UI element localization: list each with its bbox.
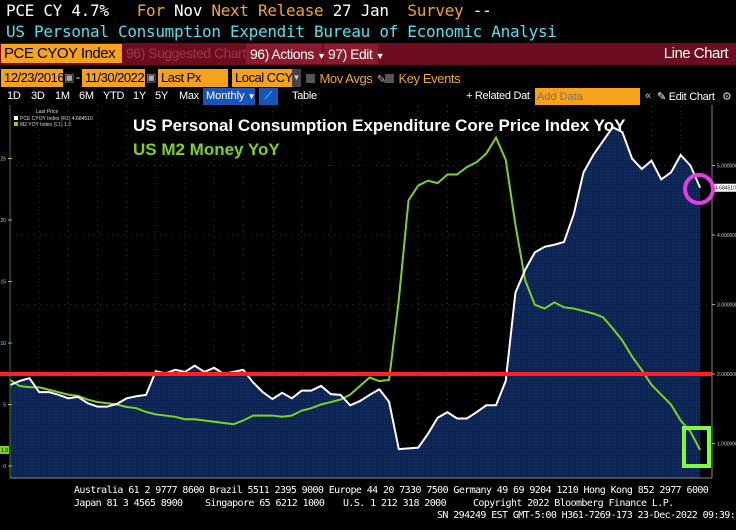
- collapse-icon[interactable]: «: [645, 90, 651, 102]
- chevron-down-icon: ▼: [317, 51, 326, 61]
- range-5y[interactable]: 5Y: [155, 90, 168, 102]
- legend-item-pce: PCE CYOY Index (R1) 4.684510: [20, 116, 93, 122]
- range-1y[interactable]: 1Y: [133, 90, 146, 102]
- chart: MarJunSepDecMarJunSepDecMarJunSepDecMarJ…: [0, 105, 736, 479]
- table-button[interactable]: Table: [292, 90, 317, 102]
- footer-copyright: Copyright 2022 Bloomberg Finance L.P.: [473, 498, 674, 509]
- left-tick-label: 15: [0, 280, 6, 286]
- legend-swatch-pce: [14, 116, 18, 120]
- currency-select[interactable]: Local CCY: [232, 69, 293, 87]
- edit-chart-label: Edit Chart: [668, 91, 715, 103]
- key-events-label: Key Events: [398, 71, 461, 86]
- range-max[interactable]: Max: [179, 90, 199, 102]
- range-1d[interactable]: 1D: [7, 90, 21, 102]
- security-description: US Personal Consumption Expendit Bureau …: [6, 22, 557, 41]
- legend: Last Price PCE CYOY Index (R1) 4.684510 …: [14, 109, 93, 128]
- legend-swatch-m2: [14, 122, 18, 126]
- right-tick-label: 4.000000: [717, 233, 736, 239]
- field-select[interactable]: Last Px: [158, 69, 228, 87]
- mov-avgs-label: Mov Avgs: [319, 71, 373, 86]
- highlight-box: [682, 426, 711, 468]
- date-separator: -: [76, 70, 80, 84]
- edit-label: 97) Edit: [328, 46, 373, 62]
- for-label: For: [136, 1, 165, 20]
- footer-session: SN 294249 EST GMT-5:00 H361-7269-173 23-…: [437, 510, 736, 521]
- footer-us: U.S. 1 212 318 2000: [343, 498, 447, 509]
- chevron-down-icon: ▼: [375, 51, 385, 61]
- m2-last-tag-label: 1.3: [1, 448, 8, 454]
- edit-menu[interactable]: 97) Edit ▼: [324, 44, 385, 64]
- security-header: PCE CY 4.7% For Nov Next Release 27 Jan …: [6, 1, 492, 20]
- period-label: Monthly: [206, 90, 245, 102]
- legend-item-m2: M2 YOY Index (L1) 1.3: [20, 122, 71, 128]
- calendar-icon[interactable]: ▣: [146, 72, 157, 84]
- pce-last-tag: [714, 183, 736, 192]
- footer-singapore: Singapore 65 6212 1000: [205, 498, 325, 509]
- range-ytd[interactable]: YTD: [103, 90, 125, 102]
- chevron-down-icon: ▼: [247, 92, 256, 101]
- view-title: Line Chart: [663, 45, 729, 62]
- next-release-value: 27 Jan: [332, 1, 389, 20]
- pce-last-tag-label: 4.684510: [715, 186, 736, 192]
- left-tick-label: 10: [0, 341, 6, 347]
- checkbox[interactable]: [306, 74, 315, 84]
- pencil-icon: ✎: [657, 91, 666, 103]
- pencil-icon[interactable]: ✎: [376, 74, 387, 86]
- right-tick-label: 3.000000: [717, 303, 736, 309]
- suggested-charts-button[interactable]: 96) Suggested Charts: [126, 45, 253, 61]
- actions-menu[interactable]: 96) Actions ▼: [246, 44, 326, 64]
- gear-icon[interactable]: ⚙: [722, 91, 732, 103]
- for-value: Nov: [174, 1, 203, 20]
- footer-contacts-1: Australia 61 2 9777 8600 Brazil 5511 239…: [74, 485, 709, 496]
- pce-series-line: [9, 125, 702, 451]
- period-select[interactable]: Monthly ▼: [203, 88, 256, 105]
- add-data-input[interactable]: [535, 88, 640, 105]
- left-tick-label: 20: [0, 218, 6, 224]
- left-tick-label: 25: [0, 157, 6, 163]
- actions-label: 96) Actions: [250, 46, 314, 62]
- m2-last-tag: [0, 446, 9, 455]
- left-tick-label: 0: [3, 464, 6, 470]
- left-tick-label: 5: [3, 403, 6, 409]
- range-3d[interactable]: 3D: [31, 90, 45, 102]
- security-input[interactable]: PCE CYOY Index: [1, 44, 122, 63]
- checkbox[interactable]: [385, 74, 394, 84]
- right-tick-label: 2.000000: [717, 372, 736, 378]
- range-1m[interactable]: 1M: [55, 90, 70, 102]
- chart-subtitle: US M2 Money YoY: [133, 140, 280, 159]
- calendar-icon[interactable]: ▣: [64, 72, 75, 84]
- pce-area: [10, 127, 701, 479]
- range-6m[interactable]: 6M: [79, 90, 94, 102]
- right-tick-label: 1.000000: [717, 442, 736, 448]
- last-value: 4.7%: [71, 1, 109, 20]
- start-date-input[interactable]: 12/23/2016: [1, 69, 65, 87]
- end-date-input[interactable]: 11/30/2022: [82, 69, 145, 87]
- key-events-toggle[interactable]: Key Events: [385, 70, 461, 88]
- right-tick-label: 5.000000: [717, 164, 736, 170]
- line-chart-icon[interactable]: ⟋: [259, 88, 278, 105]
- next-release-label: Next Release: [211, 1, 324, 20]
- m2-series-line: [9, 135, 702, 451]
- footer-japan: Japan 81 3 4565 8900: [74, 498, 183, 509]
- edit-chart-button[interactable]: ✎ Edit Chart: [657, 90, 715, 103]
- chevron-down-icon[interactable]: ▼: [292, 69, 301, 87]
- highlight-circle: [683, 173, 715, 205]
- ticker-label: PCE CY: [6, 1, 62, 20]
- survey-label: Survey: [407, 1, 464, 20]
- survey-value: --: [472, 1, 492, 20]
- legend-header: Last Price: [36, 109, 58, 115]
- related-data-button[interactable]: + Related Dat: [466, 90, 530, 102]
- mov-avgs-toggle[interactable]: Mov Avgs ✎: [306, 70, 386, 88]
- chart-title: US Personal Consumption Expenditure Core…: [133, 116, 626, 135]
